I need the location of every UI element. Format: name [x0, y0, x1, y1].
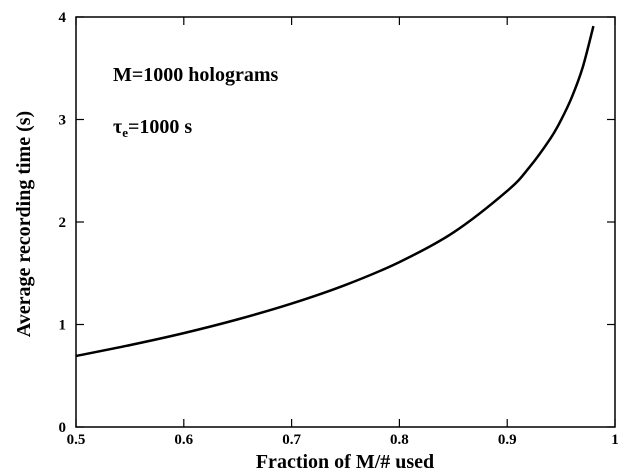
annotation-hologram-count: M=1000 holograms: [113, 64, 278, 86]
y-tick-label: 2: [59, 215, 67, 231]
ticks: 0.5 0.6 0.7 0.8 0.9 1 0 1 2 3 4: [59, 10, 619, 448]
x-tick-label: 0.8: [390, 432, 409, 448]
x-axis-label: Fraction of M/# used: [256, 451, 434, 471]
x-tick-label: 0.9: [498, 432, 517, 448]
y-tick-label: 3: [59, 113, 67, 129]
y-tick-label: 4: [59, 10, 67, 26]
tau-symbol: τ: [113, 116, 122, 138]
annotation-time-constant: τe=1000 s: [113, 116, 192, 140]
x-tick-label: 0.6: [174, 432, 193, 448]
y-tick-label: 0: [59, 420, 67, 436]
y-axis-label: Average recording time (s): [13, 111, 35, 337]
x-tick-label: 0.7: [282, 432, 301, 448]
tau-subscript: e: [122, 125, 128, 140]
x-tick-label: 1: [611, 432, 619, 448]
y-tick-label: 1: [59, 318, 67, 334]
x-tick-label: 0.5: [67, 432, 86, 448]
series-line: [75, 25, 595, 358]
time-constant-value: =1000 s: [128, 116, 192, 138]
series-layer: [75, 25, 595, 358]
